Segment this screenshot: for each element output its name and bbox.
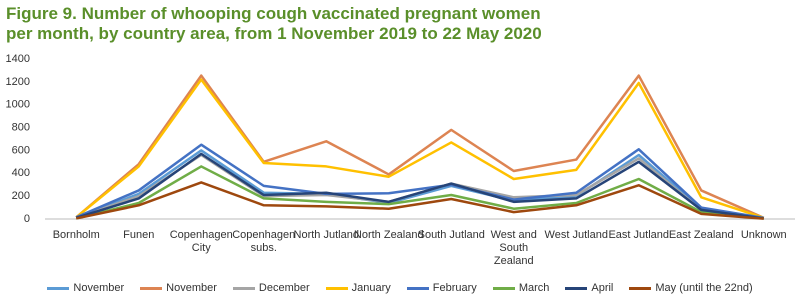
- legend-label: November: [166, 282, 217, 294]
- x-tick-label: North Zealand: [353, 229, 424, 241]
- series-line: [75, 165, 764, 220]
- y-tick-label: 800: [12, 121, 30, 133]
- legend-item: December: [232, 282, 310, 294]
- legend-item: March: [492, 282, 550, 294]
- series-line: [75, 152, 764, 220]
- legend-item: February: [406, 282, 477, 294]
- legend-swatch: [140, 286, 163, 290]
- legend: November November December January February M…: [0, 282, 800, 294]
- y-tick-label: 0: [24, 213, 30, 225]
- y-tick-label: 600: [12, 144, 30, 156]
- x-tick-label: Funen: [123, 229, 155, 241]
- legend-label: March: [518, 282, 550, 294]
- y-tick-label: 200: [12, 190, 30, 202]
- legend-item: November: [47, 282, 124, 294]
- x-tick-label: Bornholm: [52, 229, 100, 241]
- legend-label: April: [591, 282, 614, 294]
- x-tick-label: East Zealand: [668, 229, 734, 241]
- legend-swatch: [406, 286, 429, 290]
- series-line: [75, 149, 764, 220]
- chart-title: Figure 9. Number of whooping cough vacci…: [6, 4, 542, 43]
- y-tick-label: 1000: [6, 99, 30, 111]
- legend-swatch: [47, 286, 70, 290]
- legend-label: May (until the 22nd): [655, 282, 753, 294]
- y-tick-label: 1200: [6, 76, 30, 88]
- legend-label: January: [351, 282, 391, 294]
- legend-label: December: [258, 282, 310, 294]
- legend-swatch: [325, 286, 348, 290]
- legend-item: May (until the 22nd): [629, 282, 753, 294]
- y-tick-label: 1400: [6, 53, 30, 65]
- series-line: [75, 78, 765, 220]
- x-tick-label: North Jutland: [293, 229, 359, 241]
- legend-swatch: [629, 286, 652, 290]
- x-tick-label: South Jutland: [417, 229, 485, 241]
- x-tick-label: West and South Zealand: [490, 229, 537, 267]
- x-tick-label: East Jutland: [608, 229, 670, 241]
- legend-label: November: [73, 282, 125, 294]
- legend-item: January: [325, 282, 391, 294]
- x-tick-label: Copenhagen City: [169, 229, 233, 254]
- x-tick-label: Copenhagen subs.: [232, 229, 296, 254]
- legend-swatch: [565, 286, 588, 290]
- y-tick-label: 400: [12, 167, 30, 179]
- legend-swatch: [492, 286, 515, 290]
- legend-swatch: [232, 286, 255, 290]
- legend-item: November: [140, 282, 217, 294]
- series-line: [75, 181, 764, 220]
- series-line: [75, 74, 765, 220]
- legend-label: February: [432, 282, 477, 294]
- x-tick-label: West Jutland: [544, 229, 608, 241]
- x-tick-label: Unknown: [740, 229, 787, 241]
- legend-item: April: [565, 282, 613, 294]
- series-line: [75, 143, 764, 220]
